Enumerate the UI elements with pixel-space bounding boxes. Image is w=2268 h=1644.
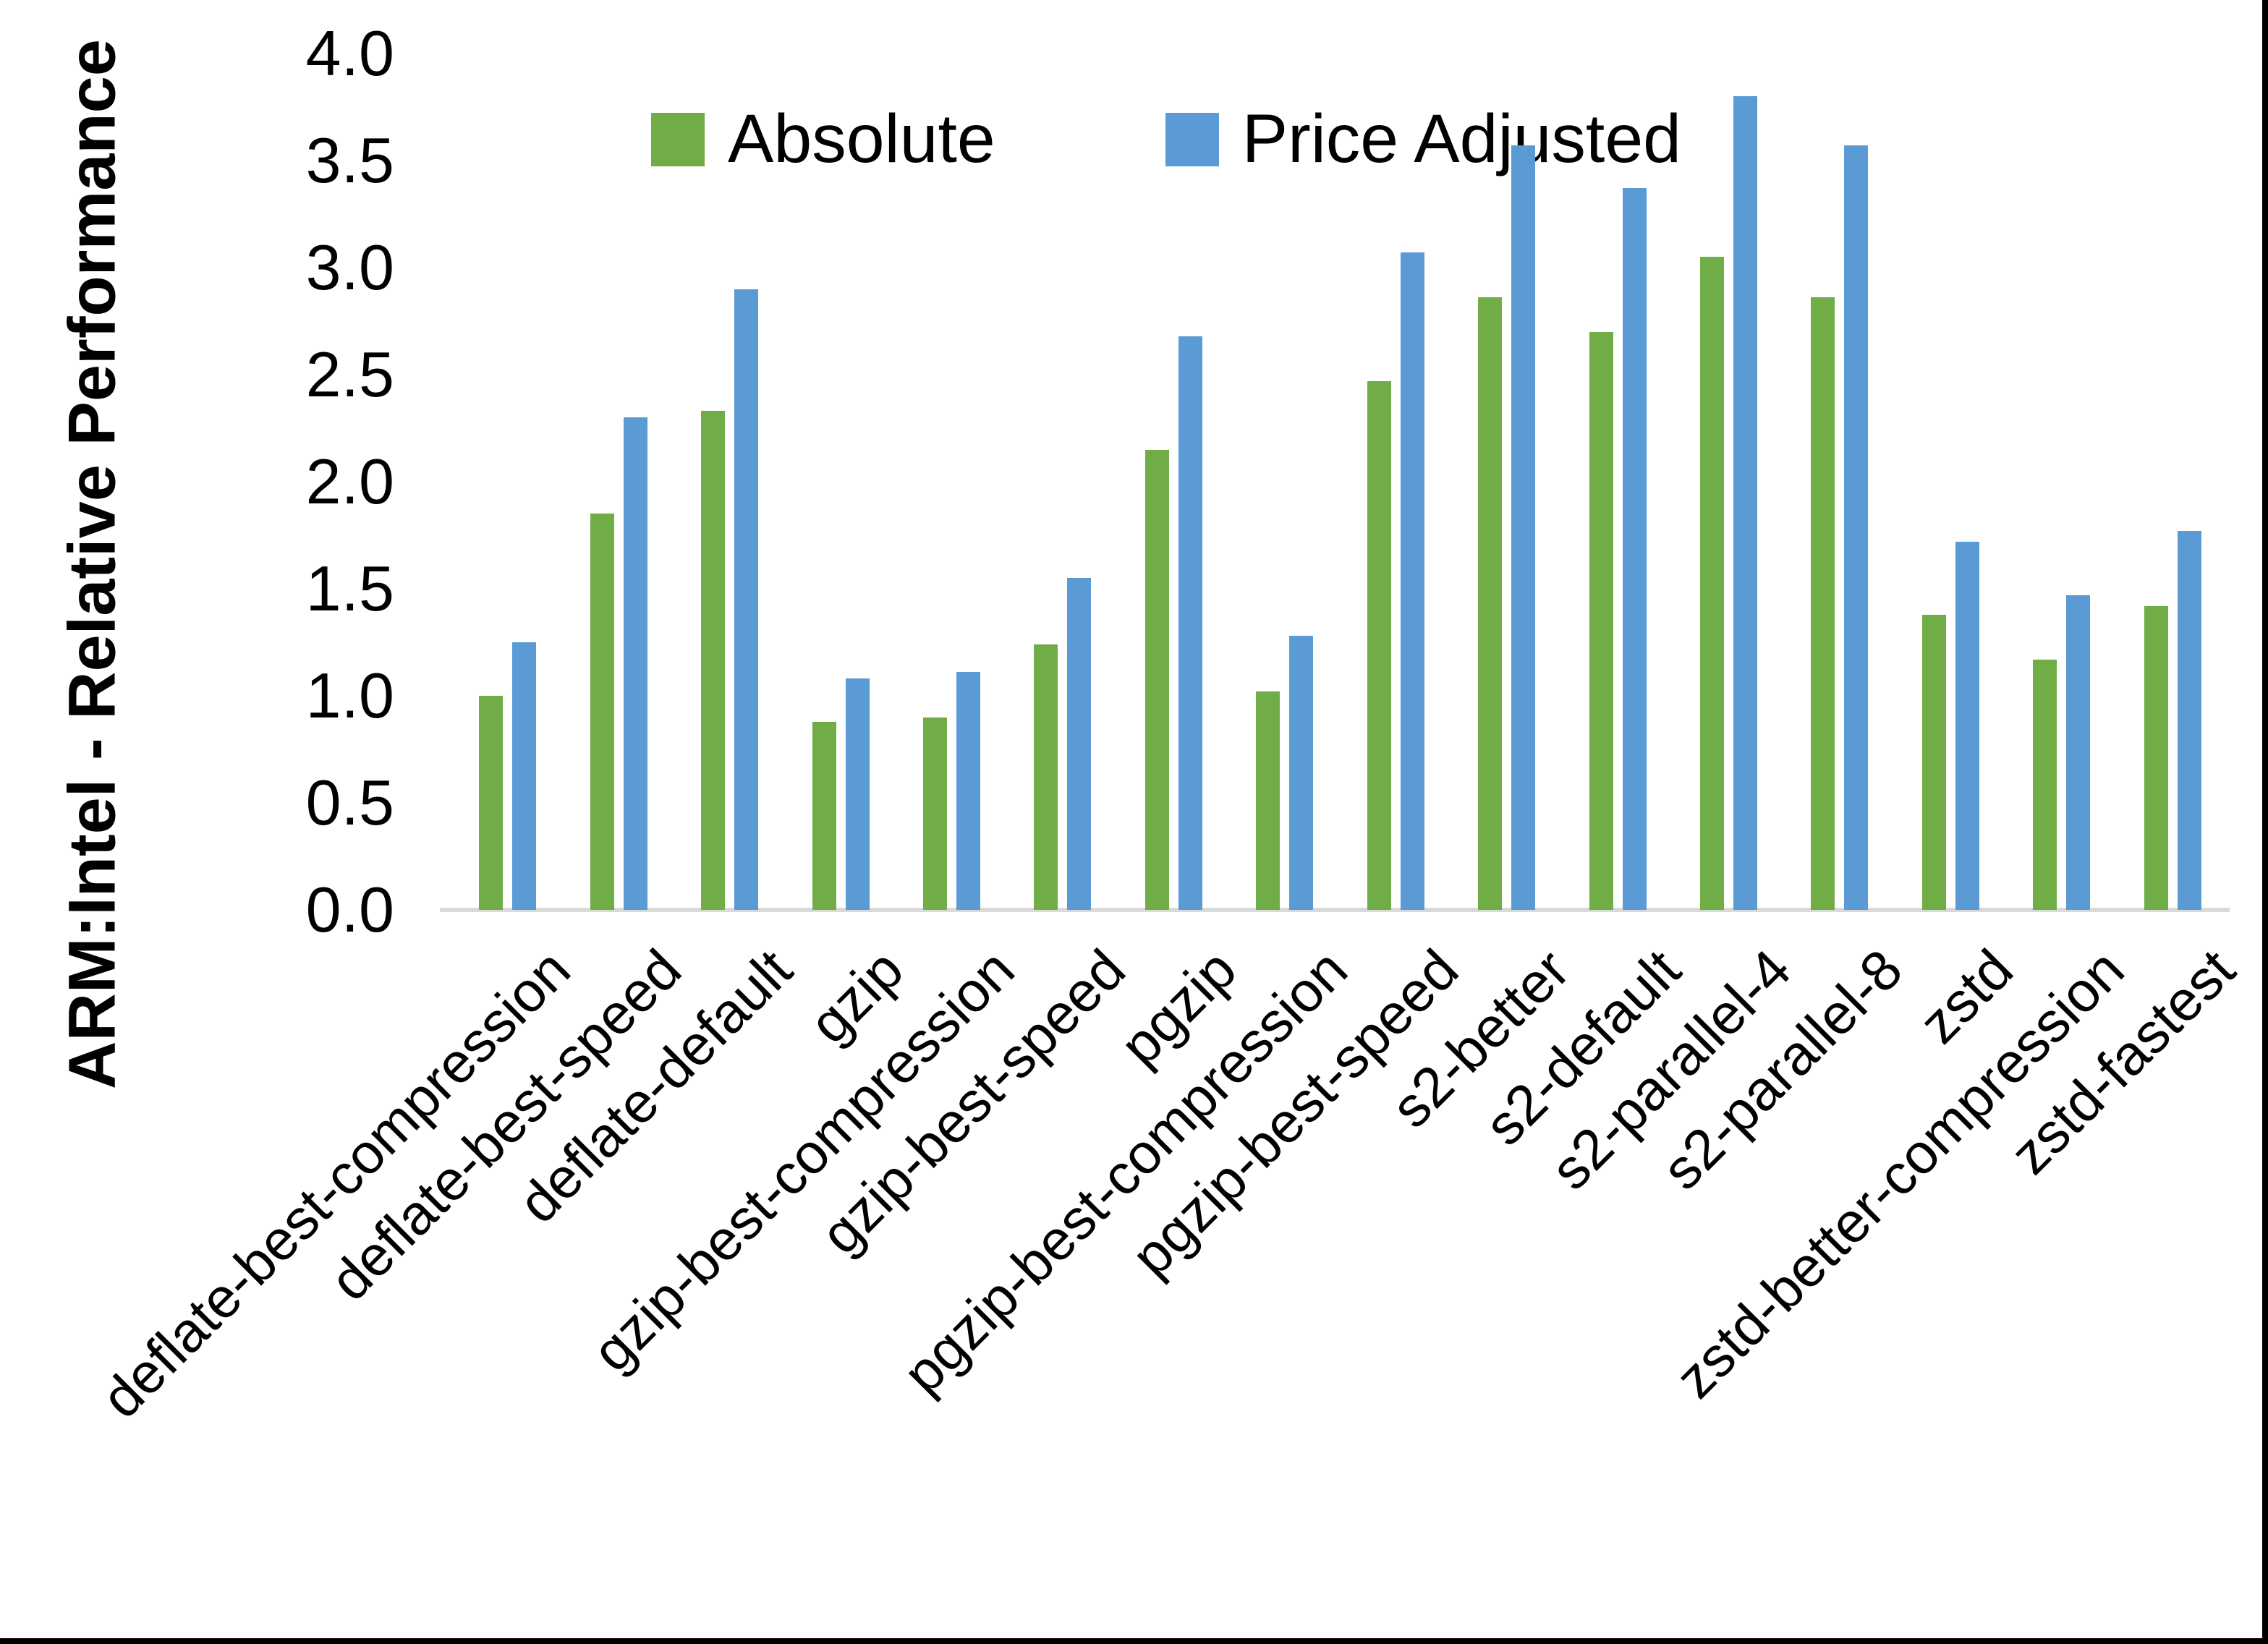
absolute-bar [1034,644,1058,910]
y-tick-label: 4.0 [305,17,394,89]
price-adjusted-bar [1289,636,1314,910]
bar-group [452,54,563,910]
price-adjusted-bar [845,678,870,910]
screenshot-right-border [2262,0,2268,1644]
absolute-bar [1921,615,1946,910]
price-adjusted-bar [2066,595,2091,910]
price-adjusted-bar [1511,145,1536,910]
absolute-bar [1700,257,1725,910]
absolute-bar [1256,691,1280,910]
absolute-bar [1144,450,1169,910]
price-adjusted-bar [1622,188,1647,910]
bar-group [896,54,1007,910]
bar-group [1118,54,1229,910]
absolute-bar [479,696,504,910]
legend-label: Price Adjusted [1241,101,1681,177]
price-adjusted-bar [956,672,980,910]
bar-group [1341,54,1451,910]
price-adjusted-bar [1733,96,1758,910]
bar-group [1673,54,1784,910]
bar-group [1784,54,1895,910]
bar-group [2118,54,2228,910]
legend-item-1: Price Adjusted [1165,100,1681,179]
absolute-bar [2033,660,2057,910]
legend-label: Absolute [728,101,995,177]
legend-item-0: Absolute [651,100,995,179]
bar-group [1895,54,2006,910]
price-adjusted-bar [2177,531,2201,910]
price-adjusted-bar [512,642,537,910]
price-adjusted-bar [1067,578,1092,910]
y-tick-label: 2.0 [305,446,394,517]
y-tick-label: 1.0 [305,660,394,731]
bar-group [785,54,896,910]
x-category-label: deflate-best-compression [89,937,582,1431]
absolute-bar [1589,332,1613,910]
bar-group [674,54,785,910]
price-adjusted-bar [1844,145,1869,910]
absolute-bar [922,717,947,910]
bar-group [1007,54,1118,910]
y-axis-title: ARM:Intel - Relative Performance [55,39,129,1089]
price-adjusted-bar [734,289,759,910]
y-tick-label: 3.5 [305,124,394,196]
price-adjusted-bar [623,417,647,910]
absolute-bar [2144,606,2168,910]
y-tick-label: 1.5 [305,553,394,624]
plot-area [452,54,2228,910]
y-tick-label: 2.5 [305,338,394,410]
absolute-bar [1367,381,1391,910]
legend-swatch-icon [651,112,705,166]
bar-group [563,54,674,910]
absolute-bar [1478,297,1503,910]
bar-group [1562,54,1673,910]
legend: Absolute Price Adjusted [651,100,1681,179]
legend-swatch-icon [1165,112,1219,166]
y-tick-label: 0.0 [305,874,394,945]
absolute-bar [590,514,614,910]
bar-group [2006,54,2117,910]
y-tick-label: 3.0 [305,231,394,303]
price-adjusted-bar [1400,252,1424,910]
screenshot-bottom-border [0,1638,2268,1644]
y-tick-label: 0.5 [305,767,394,838]
price-adjusted-bar [1178,336,1202,910]
bar-group [1229,54,1340,910]
absolute-bar [701,411,726,910]
price-adjusted-bar [1955,542,1979,910]
absolute-bar [812,722,836,910]
bar-group [1451,54,1562,910]
absolute-bar [1811,297,1835,910]
x-axis-line [440,908,2230,912]
